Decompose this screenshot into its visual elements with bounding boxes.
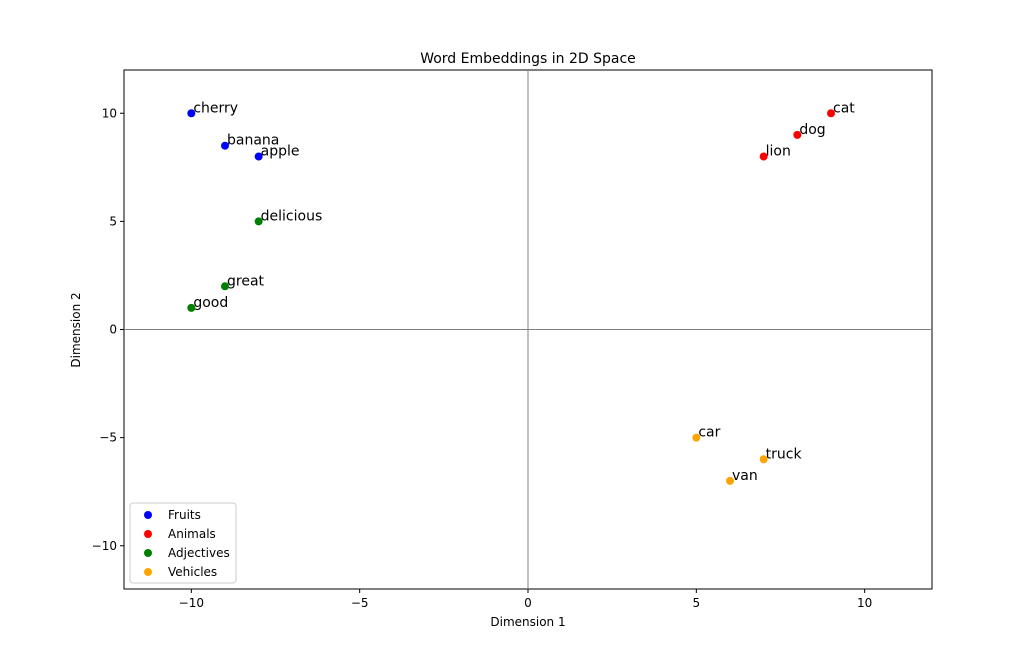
point-lion [759,152,768,161]
x-tick-label: −10 [179,596,204,610]
y-tick-label: 10 [102,106,117,120]
y-tick-label: −5 [99,431,117,445]
legend-box [129,502,237,584]
legend: Fruits Animals Adjectives Vehicles [129,502,237,584]
point-great [221,282,229,291]
point-label-cherry: cherry [193,100,238,116]
legend-label-animals: Animals [168,527,216,541]
legend-marker-fruits [144,511,152,519]
point-label-car: car [698,425,720,441]
point-delicious [254,217,263,226]
point-cherry [187,109,196,118]
point-label-van: van [732,468,758,484]
point-label-delicious: delicious [261,208,323,224]
point-label-banana: banana [227,133,279,149]
point-label-truck: truck [766,446,803,462]
point-label-good: good [193,295,228,311]
point-car [692,433,701,442]
point-label-dog: dog [799,122,825,138]
x-axis-ticks: −10 −5 0 5 10 [179,589,872,610]
x-tick-label: 5 [693,596,701,610]
point-label-lion: lion [766,144,791,160]
x-tick-label: −5 [351,596,369,610]
point-dog [793,130,802,139]
x-axis-label: Dimension 1 [490,615,565,629]
point-good [187,303,196,312]
legend-label-fruits: Fruits [168,508,201,522]
y-axis-label: Dimension 2 [69,292,83,367]
legend-marker-animals [144,530,152,538]
point-truck [759,455,768,464]
chart-title: Word Embeddings in 2D Space [420,51,636,67]
legend-marker-adjectives [144,549,152,557]
legend-label-adjectives: Adjectives [168,546,230,560]
point-label-apple: apple [261,144,300,160]
legend-marker-vehicles [144,568,152,576]
y-tick-label: 5 [109,214,117,228]
point-label-cat: cat [833,100,855,116]
zero-lines [124,70,932,589]
point-banana [221,141,229,150]
x-tick-label: 0 [524,596,532,610]
point-label-great: great [227,273,265,289]
x-tick-label: 10 [857,596,872,610]
legend-label-vehicles: Vehicles [168,565,217,579]
point-apple [254,152,263,161]
point-van [726,476,734,485]
point-cat [827,109,835,118]
y-tick-label: 0 [109,323,117,337]
y-tick-label: −10 [92,539,117,553]
y-axis-ticks: −10 −5 0 5 10 [92,106,124,553]
